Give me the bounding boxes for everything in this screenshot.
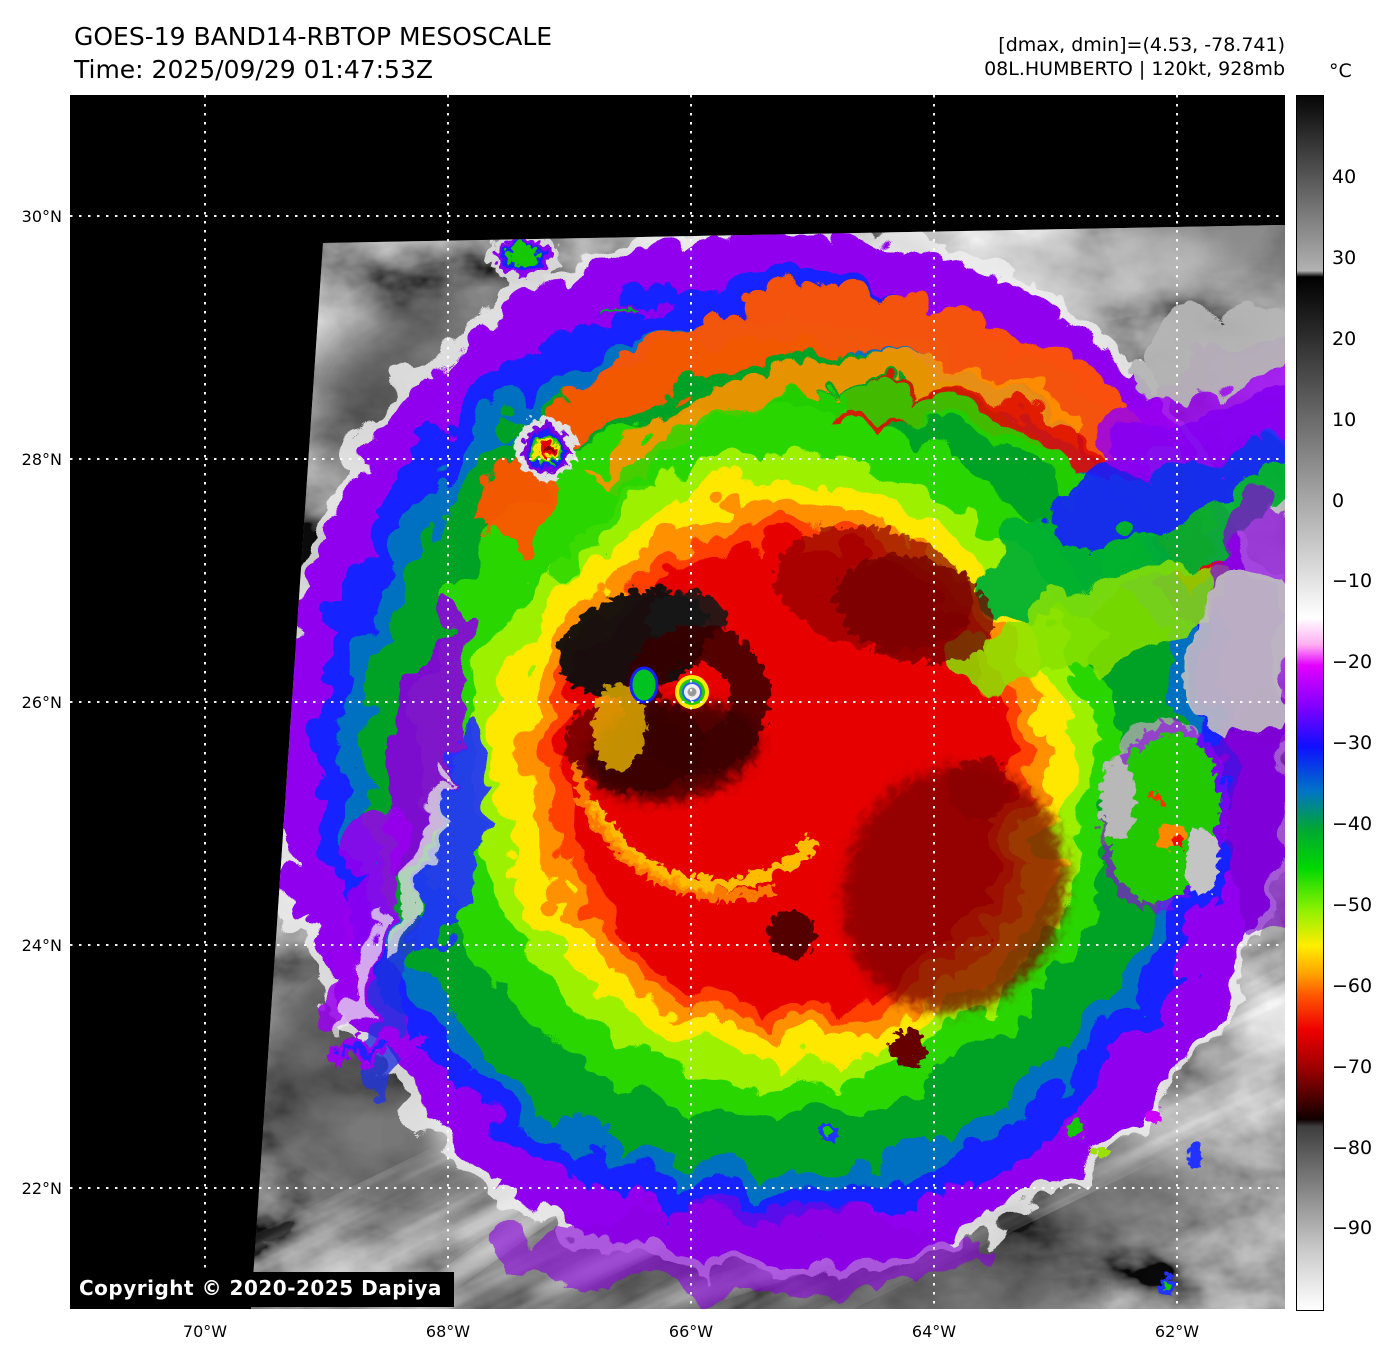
hurricane-eye — [629, 666, 709, 709]
dmax-dmin-readout: [dmax, dmin]=(4.53, -78.741) — [998, 34, 1285, 56]
lat-label-22n: 22°N — [21, 1179, 62, 1198]
colorbar-tick: 40 — [1332, 166, 1357, 188]
colorbar-tick: 30 — [1332, 247, 1357, 269]
lat-label-26n: 26°N — [21, 693, 62, 712]
copyright-watermark: Copyright © 2020-2025 Dapiya — [70, 1272, 454, 1307]
south-fringe — [485, 1197, 975, 1289]
colorbar-tick: 20 — [1332, 328, 1357, 350]
product-timestamp: Time: 2025/09/29 01:47:53Z — [74, 55, 433, 84]
northeast-streaks — [938, 291, 1285, 920]
colorbar-tick: −90 — [1332, 1217, 1373, 1239]
lon-label-62w: 62°W — [1154, 1322, 1200, 1341]
lat-label-28n: 28°N — [21, 450, 62, 469]
colorbar-tick: −50 — [1332, 894, 1373, 916]
colorbar-tick: 10 — [1332, 409, 1357, 431]
north-edge-cell — [484, 227, 556, 279]
colorbar-tick: −40 — [1332, 813, 1373, 835]
colorbar-tick: −30 — [1332, 732, 1373, 754]
colorbar-tick: −70 — [1332, 1056, 1373, 1078]
product-title: GOES-19 BAND14-RBTOP MESOSCALE — [74, 22, 553, 51]
colorbar-tick: −80 — [1332, 1137, 1373, 1159]
storm-info-block: [dmax, dmin]=(4.53, -78.741) 08L.HUMBERT… — [785, 33, 1285, 81]
lon-label-68w: 68°W — [425, 1322, 471, 1341]
mesoscale-swath — [251, 225, 1285, 1309]
colorbar-tick: −60 — [1332, 975, 1373, 997]
temperature-colorbar — [1296, 95, 1324, 1311]
lon-label-66w: 66°W — [668, 1322, 714, 1341]
satellite-image-plot: Copyright © 2020-2025 Dapiya — [70, 95, 1285, 1309]
small-specks-south — [813, 1106, 1196, 1289]
colorbar-tick: −10 — [1332, 570, 1373, 592]
colorbar-unit-label: °C — [1329, 60, 1352, 82]
hurricane-ir-image — [70, 95, 1285, 1309]
lon-label-70w: 70°W — [182, 1322, 228, 1341]
east-cell — [1096, 719, 1224, 907]
lat-label-30n: 30°N — [21, 207, 62, 226]
colorbar-tick: −20 — [1332, 651, 1373, 673]
colorbar-tick: 0 — [1332, 490, 1345, 512]
lon-label-64w: 64°W — [911, 1322, 957, 1341]
northwest-red-cell — [511, 414, 573, 476]
core-dark-features — [554, 522, 1062, 1063]
southwest-purple-squiggle — [323, 1020, 425, 1067]
storm-identity: 08L.HUMBERTO | 120kt, 928mb — [984, 58, 1285, 80]
eyewall-cold-spot — [629, 666, 659, 704]
west-fragment-bands — [313, 602, 480, 1085]
satellite-cells — [323, 227, 1224, 1289]
lat-label-24n: 24°N — [21, 936, 62, 955]
